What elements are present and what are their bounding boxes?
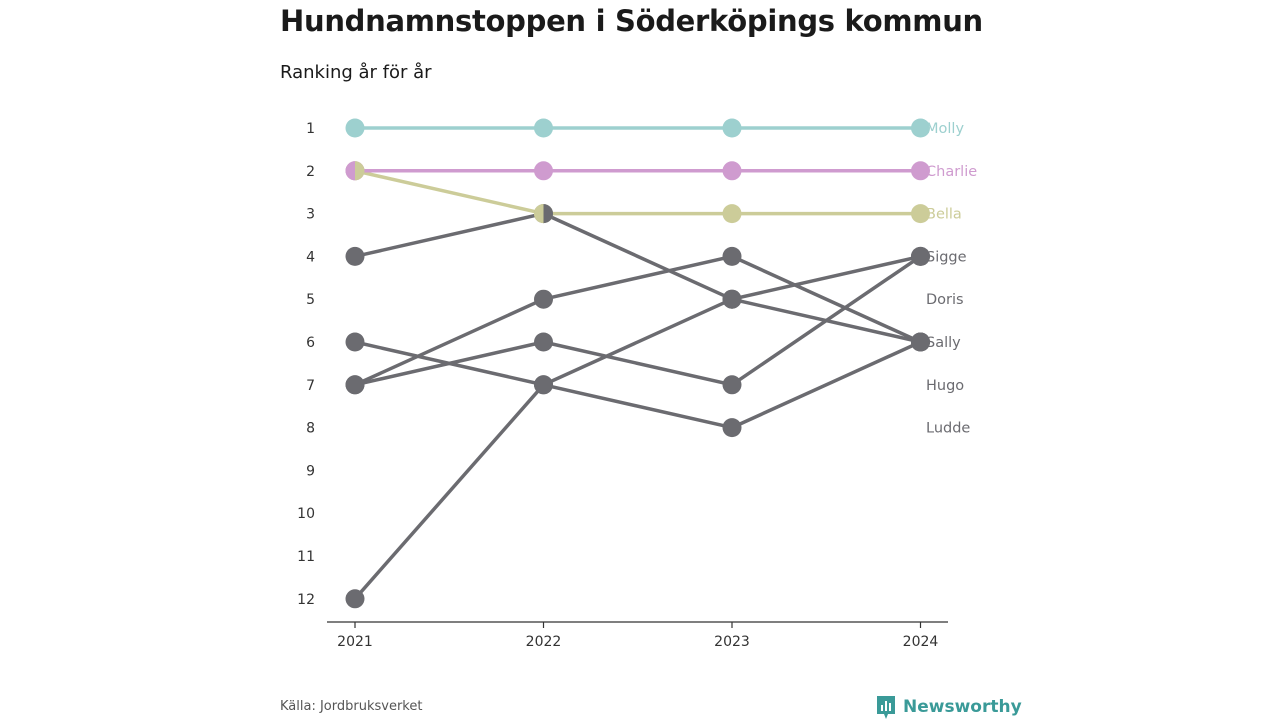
series-point-sigge: [345, 589, 365, 609]
series-point-hugo: [345, 375, 365, 395]
series-point-doris: [345, 246, 365, 266]
y-tick-label: 8: [306, 421, 315, 437]
y-tick-label: 10: [297, 506, 315, 522]
series-point-ludde: [911, 332, 930, 352]
end-label-bella: Bella: [926, 207, 962, 223]
y-tick-label: 5: [306, 292, 315, 308]
shared-point-charlie-bella-left: [345, 161, 355, 181]
x-tick-label: 2023: [714, 634, 750, 650]
series-line-sigge: [353, 254, 923, 601]
shared-point-charlie-bella-right: [355, 161, 365, 181]
y-tick-label: 6: [306, 335, 315, 351]
x-tick-label: 2022: [526, 634, 562, 650]
end-label-hugo: Hugo: [926, 378, 964, 394]
end-label-doris: Doris: [926, 292, 964, 308]
chart-title: Hundnamnstoppen i Söderköpings kommun: [280, 4, 983, 38]
series-point-hugo: [911, 246, 930, 266]
series-point-sally: [722, 246, 742, 266]
series-point-sally: [534, 289, 553, 309]
y-tick-label: 9: [306, 463, 315, 479]
brand-name: Newsworthy: [903, 697, 1022, 717]
series-point-ludde: [722, 418, 742, 438]
y-tick-label: 4: [306, 249, 315, 265]
x-tick-label: 2021: [337, 634, 373, 650]
series-point-molly: [911, 118, 930, 138]
y-tick-label: 7: [306, 378, 315, 394]
series-point-molly: [345, 118, 365, 138]
series-point-molly: [722, 118, 742, 138]
end-label-ludde: Ludde: [926, 421, 970, 437]
shared-point-bella-doris-left: [534, 204, 544, 224]
y-tick-label: 11: [297, 549, 315, 565]
chart-subtitle: Ranking år för år: [280, 62, 432, 83]
series-point-charlie: [911, 161, 930, 181]
series-point-ludde: [534, 375, 553, 395]
end-label-charlie: Charlie: [926, 164, 977, 180]
x-tick-label: 2024: [903, 634, 939, 650]
source-note: Källa: Jordbruksverket: [280, 699, 423, 714]
y-tick-label: 2: [306, 164, 315, 180]
series-point-hugo: [534, 332, 553, 352]
series-point-bella: [911, 204, 930, 224]
shared-point-bella-doris-right: [543, 204, 553, 224]
end-label-molly: Molly: [926, 121, 964, 137]
y-tick-label: 12: [297, 592, 315, 608]
series-point-doris: [722, 289, 742, 309]
end-label-sally: Sally: [926, 335, 961, 351]
series-point-hugo: [722, 375, 742, 395]
series-point-charlie: [722, 161, 742, 181]
y-tick-label: 3: [306, 207, 315, 223]
end-label-sigge: Sigge: [926, 249, 967, 265]
series-line-sally: [353, 254, 923, 387]
series-point-bella: [722, 204, 742, 224]
chart-bubble-icon: [877, 696, 895, 719]
series-point-charlie: [534, 161, 553, 181]
y-tick-label: 1: [306, 121, 315, 137]
series-line-bella: [353, 169, 923, 216]
newsworthy-logo[interactable]: Newsworthy: [875, 694, 1022, 720]
series-point-ludde: [345, 332, 365, 352]
series-line-ludde: [353, 340, 923, 430]
series-point-molly: [534, 118, 553, 138]
